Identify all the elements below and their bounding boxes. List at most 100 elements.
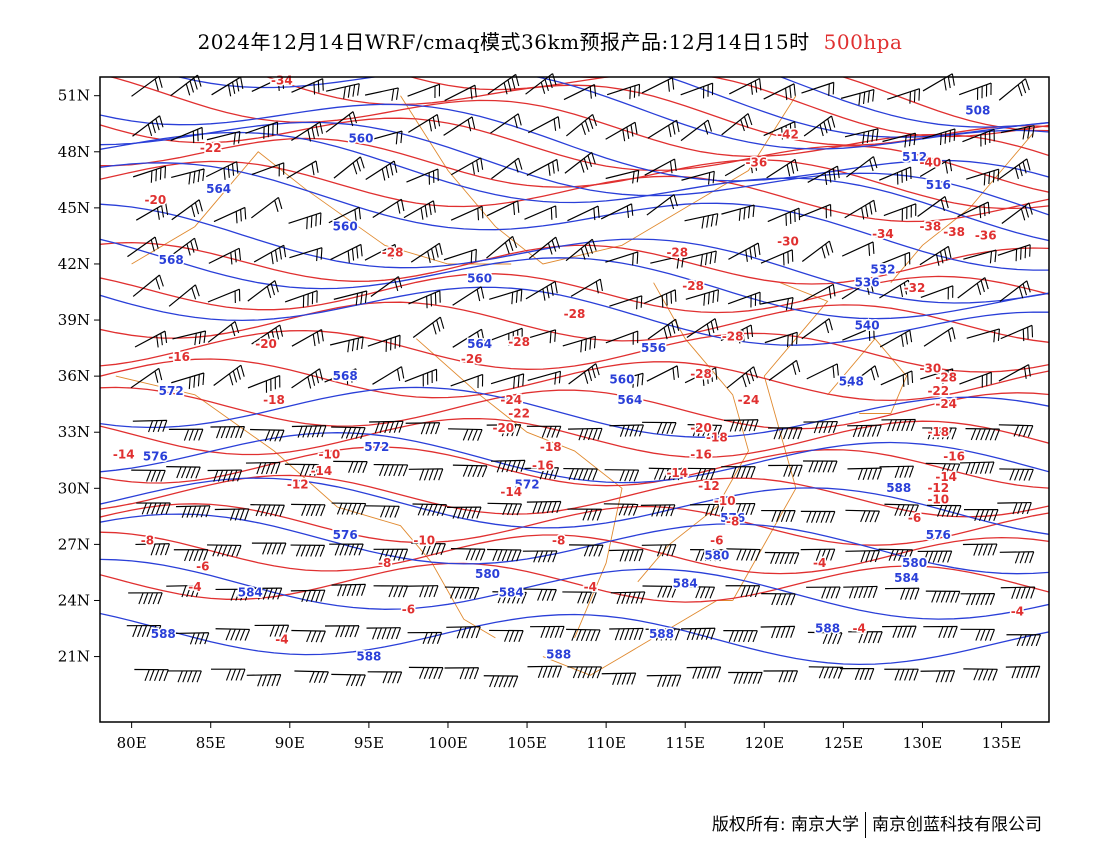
wind-barb-icon bbox=[766, 158, 799, 179]
wind-barb-icon bbox=[879, 465, 914, 478]
height-contour-label: 572 bbox=[159, 384, 184, 398]
wind-barb-icon bbox=[801, 318, 833, 340]
height-contour bbox=[100, 203, 1049, 304]
height-contour bbox=[100, 432, 1049, 484]
wind-barb-icon bbox=[759, 297, 794, 311]
wind-barb-icon bbox=[324, 368, 357, 385]
wind-barb-icon bbox=[689, 503, 725, 516]
wind-barb-icon bbox=[923, 625, 958, 639]
wind-barb-icon bbox=[487, 548, 522, 562]
height-contour-label: 516 bbox=[926, 178, 951, 192]
wind-barb-icon bbox=[405, 422, 441, 435]
y-tick-label: 48N bbox=[58, 143, 90, 161]
wind-barb-icon bbox=[957, 201, 990, 219]
wind-barb-icon bbox=[881, 418, 916, 432]
credit-company: 南京创蓝科技有限公司 bbox=[872, 815, 1042, 835]
wind-barb-icon bbox=[925, 462, 961, 476]
wind-barb-icon bbox=[412, 316, 445, 339]
boundary-line bbox=[115, 375, 496, 639]
wind-barb-icon bbox=[1000, 125, 1035, 140]
wind-barb-icon bbox=[650, 255, 685, 269]
temperature-contour-label: -20 bbox=[255, 337, 277, 351]
wind-barb-icon bbox=[1000, 586, 1036, 599]
wind-barb-icon bbox=[999, 280, 1031, 302]
height-contour bbox=[100, 121, 1049, 216]
wind-barb-icon bbox=[684, 213, 719, 229]
wind-barb-icon bbox=[562, 591, 597, 604]
wind-barb-icon bbox=[609, 627, 644, 641]
temperature-contour-label: -28 bbox=[722, 330, 744, 344]
wind-barb-icon bbox=[486, 235, 518, 259]
temperature-contour-label: -34 bbox=[872, 227, 894, 241]
height-contour bbox=[779, 77, 1049, 128]
wind-barb-icon bbox=[135, 202, 169, 221]
wind-barb-icon bbox=[760, 249, 794, 266]
wind-barb-icon bbox=[444, 667, 480, 680]
wind-barb-icon bbox=[135, 543, 170, 556]
temperature-contour-label: -30 bbox=[777, 234, 799, 248]
wind-barb-icon bbox=[174, 632, 210, 645]
wind-barb-icon bbox=[528, 236, 561, 259]
height-contour bbox=[100, 386, 1049, 438]
wind-barb-icon bbox=[373, 463, 409, 477]
wind-barb-icon bbox=[331, 583, 367, 597]
temperature-contour-label: -8 bbox=[378, 556, 391, 570]
height-contour bbox=[100, 103, 1049, 182]
wind-barb-icon bbox=[403, 200, 436, 220]
wind-barb-icon bbox=[605, 121, 638, 142]
wind-barb-icon bbox=[207, 544, 242, 557]
wind-barb-icon bbox=[526, 500, 562, 514]
wind-barb-icon bbox=[919, 158, 953, 178]
wind-barb-icon bbox=[723, 630, 758, 643]
x-tick-label: 115E bbox=[665, 734, 705, 752]
height-contour-label: 576 bbox=[720, 511, 745, 525]
wind-barb-icon bbox=[841, 241, 875, 257]
temperature-contour-label: -28 bbox=[564, 307, 586, 321]
wind-barb-icon bbox=[412, 503, 448, 517]
wind-barb-icon bbox=[998, 78, 1030, 101]
wind-barb-icon bbox=[962, 543, 998, 556]
wind-barb-icon bbox=[847, 365, 879, 387]
wind-barb-icon bbox=[408, 468, 444, 481]
wind-barb-icon bbox=[603, 503, 639, 516]
wind-barb-icon bbox=[215, 588, 251, 601]
temperature-contour-label: -4 bbox=[853, 621, 866, 635]
wind-barb-icon bbox=[601, 672, 637, 685]
wind-barb-icon bbox=[172, 330, 207, 346]
temperature-contour-label: -12 bbox=[698, 479, 720, 493]
wind-barb-icon bbox=[291, 629, 326, 643]
wind-barb-icon bbox=[965, 428, 1001, 441]
y-tick-label: 27N bbox=[58, 535, 90, 553]
wind-barb-icon bbox=[1005, 665, 1041, 679]
temperature-contour-label: -26 bbox=[461, 352, 483, 366]
temperature-contour-label: -18 bbox=[706, 431, 728, 445]
wind-barb-icon bbox=[450, 373, 484, 389]
boundary-line bbox=[732, 282, 829, 601]
wind-barb-icon bbox=[170, 74, 202, 97]
temperature-contour-label: -36 bbox=[975, 229, 997, 243]
x-tick-label: 120E bbox=[745, 734, 785, 752]
wind-barb-icon bbox=[171, 199, 203, 221]
wind-barb-icon bbox=[807, 165, 840, 185]
wind-barb-icon bbox=[726, 548, 761, 561]
temperature-contour-label: -32 bbox=[904, 281, 926, 295]
wind-barb-icon bbox=[171, 168, 205, 185]
wind-barb-icon bbox=[839, 668, 875, 681]
height-contour bbox=[100, 131, 1049, 242]
credit-line: 版权所有: 南京大学 南京创蓝科技有限公司 bbox=[712, 810, 1042, 838]
wind-barb-icon bbox=[367, 334, 401, 352]
wind-barb-icon bbox=[333, 460, 368, 474]
wind-barb-icon bbox=[884, 503, 919, 517]
wind-barb-icon bbox=[444, 586, 480, 600]
temperature-contour bbox=[100, 273, 1049, 314]
wind-barb-icon bbox=[372, 198, 405, 219]
wind-barb-icon bbox=[447, 506, 482, 519]
temperature-contour-label: -20 bbox=[145, 193, 167, 207]
wind-barb-icon bbox=[253, 244, 287, 265]
temperature-contour bbox=[100, 241, 1049, 285]
wind-barb-icon bbox=[879, 279, 912, 299]
wind-barb-icon bbox=[211, 668, 246, 681]
wind-barb-icon bbox=[725, 585, 761, 598]
temperature-contour-label: -14 bbox=[500, 485, 522, 499]
temperature-contour-label: -4 bbox=[1011, 604, 1024, 618]
